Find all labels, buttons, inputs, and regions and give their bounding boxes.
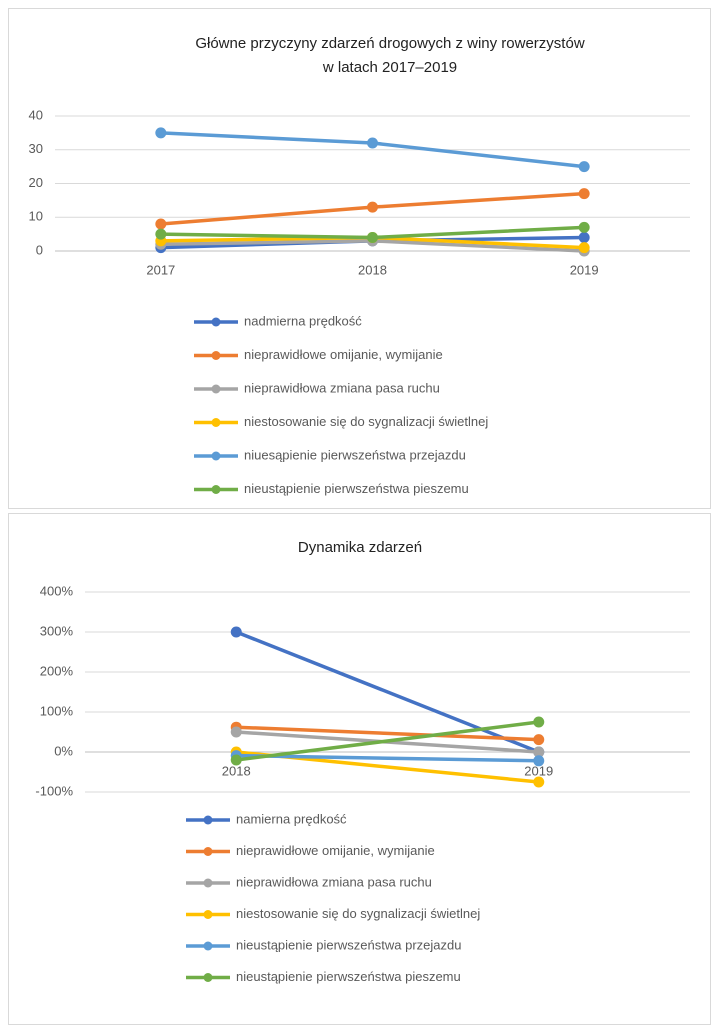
chart-title: Główne przyczyny zdarzeń drogowych z win… xyxy=(195,35,584,52)
data-point xyxy=(578,221,590,233)
data-point xyxy=(578,188,590,200)
legend-marker xyxy=(211,351,221,360)
chart-frame xyxy=(8,8,711,509)
legend-label: niuesąpienie pierwszeństwa przejazdu xyxy=(244,447,466,462)
series-line xyxy=(235,630,540,754)
data-point xyxy=(533,746,545,758)
data-point xyxy=(230,726,242,738)
x-tick-label: 2018 xyxy=(358,262,387,277)
y-tick-label: 300% xyxy=(40,623,74,638)
legend-label: niestosowanie się do sygnalizacji świetl… xyxy=(236,906,480,921)
y-tick-label: 30 xyxy=(29,141,43,156)
legend-label: nieustąpienie pierwszeństwa pieszemu xyxy=(244,481,469,496)
series-line xyxy=(236,725,539,742)
legend-marker xyxy=(211,317,221,327)
legend-marker xyxy=(203,815,213,825)
data-point xyxy=(230,626,242,638)
y-tick-label: 400% xyxy=(40,583,74,598)
legend-label: niestosowanie się do sygnalizacji świetl… xyxy=(244,414,488,429)
data-point xyxy=(155,127,167,139)
legend-marker xyxy=(203,973,213,982)
series-line xyxy=(236,720,539,762)
chart-title: Dynamika zdarzeń xyxy=(298,539,422,556)
legend-marker xyxy=(211,418,221,427)
data-point xyxy=(367,201,378,213)
y-tick-label: 20 xyxy=(29,175,43,190)
data-point xyxy=(533,755,545,767)
y-tick-label: -100% xyxy=(35,783,73,798)
series-line xyxy=(236,753,539,763)
legend-marker xyxy=(211,384,221,394)
data-point xyxy=(533,776,545,788)
legend-label: nieustąpienie pierwszeństwa przejazdu xyxy=(236,937,461,952)
legend-label: nieprawidłowe omijanie, wymijanie xyxy=(236,843,435,858)
y-tick-label: 100% xyxy=(40,703,74,718)
data-point xyxy=(533,716,545,728)
legend-marker xyxy=(203,878,213,888)
chart-title: w latach 2017–2019 xyxy=(322,59,457,76)
y-tick-label: 0 xyxy=(36,242,43,257)
data-point xyxy=(578,161,590,173)
legend-marker xyxy=(203,941,213,951)
data-point xyxy=(155,218,167,230)
legend-label: nadmierna prędkość xyxy=(244,313,362,328)
legend-label: nieprawidłowa zmiana pasa ruchu xyxy=(236,874,432,889)
legend-marker xyxy=(211,485,221,494)
y-tick-label: 0% xyxy=(54,743,73,758)
x-tick-label: 2018 xyxy=(222,763,251,778)
data-point xyxy=(578,242,590,254)
data-point xyxy=(533,734,545,746)
y-tick-label: 200% xyxy=(40,663,74,678)
data-point xyxy=(578,232,590,243)
legend-label: nieprawidłowa zmiana pasa ruchu xyxy=(244,380,440,395)
x-tick-label: 2019 xyxy=(524,763,553,778)
data-point xyxy=(155,228,167,240)
x-tick-label: 2019 xyxy=(570,262,599,277)
legend-label: nieprawidłowe omijanie, wymijanie xyxy=(244,347,443,362)
legend-marker xyxy=(211,451,221,461)
y-tick-label: 10 xyxy=(29,209,43,224)
legend-marker xyxy=(203,847,213,856)
x-tick-label: 2017 xyxy=(146,262,175,277)
data-point xyxy=(230,754,242,766)
legend-label: namierna prędkość xyxy=(236,811,347,826)
chart-frame xyxy=(8,513,711,1025)
legend-label: nieustąpienie pierwszeństwa pieszemu xyxy=(236,969,461,984)
legend-marker xyxy=(203,910,213,919)
data-point xyxy=(367,137,378,149)
y-tick-label: 40 xyxy=(29,107,43,122)
data-point xyxy=(367,232,378,243)
